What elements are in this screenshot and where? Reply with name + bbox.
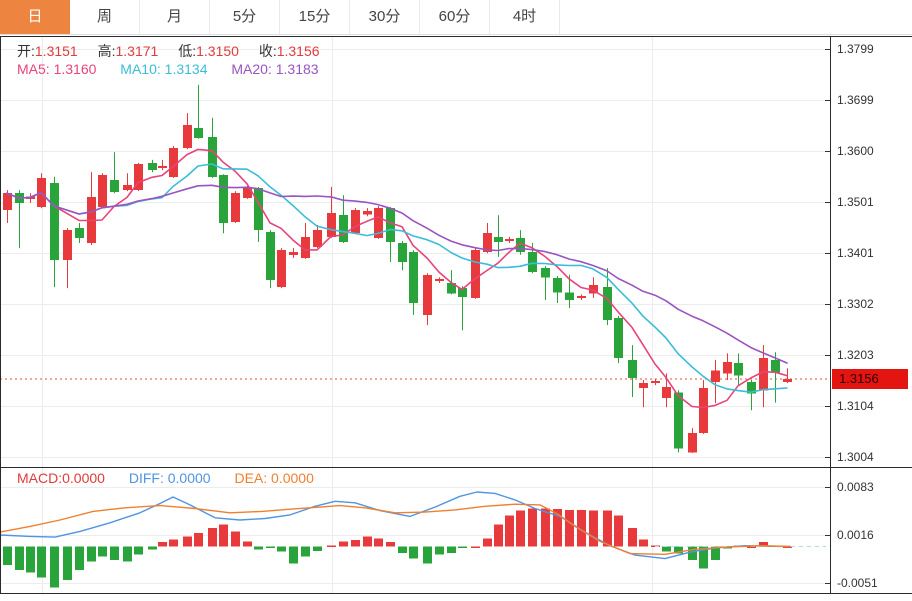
tab-15min[interactable]: 15分 xyxy=(280,0,350,34)
price-axis-label: 1.3501 xyxy=(837,195,874,209)
price-axis-label: 1.3799 xyxy=(837,42,874,56)
macd-axis-label: 0.0083 xyxy=(837,480,874,494)
price-axis-label: 1.3004 xyxy=(837,450,874,464)
close-label: 收: xyxy=(258,43,277,59)
current-price-tag: 1.3156 xyxy=(832,369,908,389)
price-axis-label: 1.3401 xyxy=(837,246,874,260)
price-axis-label: 1.3203 xyxy=(837,348,874,362)
ma10-legend: MA10: 1.3134 xyxy=(120,61,208,77)
ma20-legend: MA20: 1.3183 xyxy=(231,61,319,77)
open-label: 开: xyxy=(17,43,35,59)
ma-legend: MA5: 1.3160 MA10: 1.3134 MA20: 1.3183 xyxy=(17,61,339,77)
high-value: 1.3171 xyxy=(115,43,159,59)
tab-week[interactable]: 周 xyxy=(70,0,140,34)
dea-value-legend: DEA: 0.0000 xyxy=(234,470,314,486)
tab-60min[interactable]: 60分 xyxy=(420,0,490,34)
macd-value-legend: MACD:0.0000 xyxy=(17,470,105,486)
low-value: 1.3150 xyxy=(196,43,239,59)
tab-4hour[interactable]: 4时 xyxy=(490,0,560,34)
macd-axis-label: 0.0016 xyxy=(837,528,874,542)
price-axis-label: 1.3104 xyxy=(837,399,874,413)
tab-5min[interactable]: 5分 xyxy=(210,0,280,34)
low-label: 低: xyxy=(178,43,197,59)
price-axis-label: 1.3600 xyxy=(837,144,874,158)
high-label: 高: xyxy=(97,43,116,59)
price-axis-label: 1.3302 xyxy=(837,297,874,311)
price-axis-label: 1.3699 xyxy=(837,93,874,107)
tab-30min[interactable]: 30分 xyxy=(350,0,420,34)
open-value: 1.3151 xyxy=(34,43,78,59)
tab-month[interactable]: 月 xyxy=(140,0,210,34)
diff-value-legend: DIFF: 0.0000 xyxy=(128,470,211,486)
period-tabbar: 日周月 5分 15分 30分 60分 4时 xyxy=(0,0,912,35)
close-value: 1.3156 xyxy=(276,43,320,59)
ma5-legend: MA5: 1.3160 xyxy=(17,61,97,77)
ohlc-legend: 开:1.3151 高:1.3171 低:1.3150 收:1.3156 xyxy=(17,41,336,61)
macd-axis-label: -0.0051 xyxy=(837,576,878,590)
tab-day[interactable]: 日 xyxy=(0,0,70,34)
macd-legend: MACD:0.0000 DIFF: 0.0000 DEA: 0.0000 xyxy=(17,470,334,486)
